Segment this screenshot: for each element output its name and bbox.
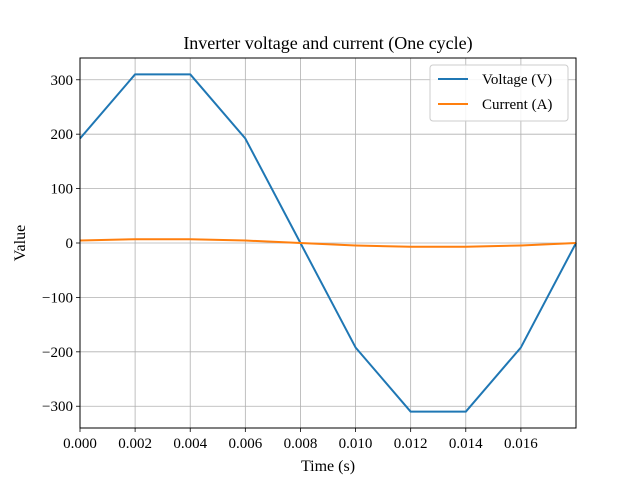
- y-tick-label: 200: [51, 127, 74, 143]
- x-tick-label: 0.000: [63, 436, 97, 452]
- x-tick-label: 0.016: [504, 436, 538, 452]
- y-tick-label: 300: [51, 73, 74, 89]
- y-tick-label: −200: [42, 345, 73, 361]
- x-tick-label: 0.008: [284, 436, 318, 452]
- plot-series: [79, 73, 577, 413]
- legend-label: Voltage (V): [482, 72, 552, 88]
- y-tick-label: 100: [51, 182, 74, 198]
- legend: Voltage (V) Current (A): [429, 64, 569, 122]
- y-tick-label: −300: [42, 399, 73, 415]
- series-line-voltage: [79, 73, 577, 413]
- x-tick-label: 0.002: [118, 436, 152, 452]
- x-axis-label: Time (s): [301, 458, 355, 475]
- axis-ticks: 0.000 0.002 0.004 0.006 0.008 0.010 0.012 0.014…: [42, 73, 538, 452]
- y-tick-label: −100: [42, 290, 73, 306]
- x-tick-label: 0.006: [228, 436, 262, 452]
- legend-label: Current (A): [482, 97, 552, 113]
- y-axis-label: Value: [12, 225, 29, 261]
- x-tick-label: 0.004: [173, 436, 207, 452]
- chart-title: Inverter voltage and current (One cycle): [183, 33, 472, 54]
- x-tick-label: 0.010: [339, 436, 373, 452]
- y-tick-label: 0: [66, 236, 74, 252]
- x-tick-label: 0.012: [394, 436, 428, 452]
- x-tick-label: 0.014: [449, 436, 483, 452]
- series-line-current: [79, 238, 577, 248]
